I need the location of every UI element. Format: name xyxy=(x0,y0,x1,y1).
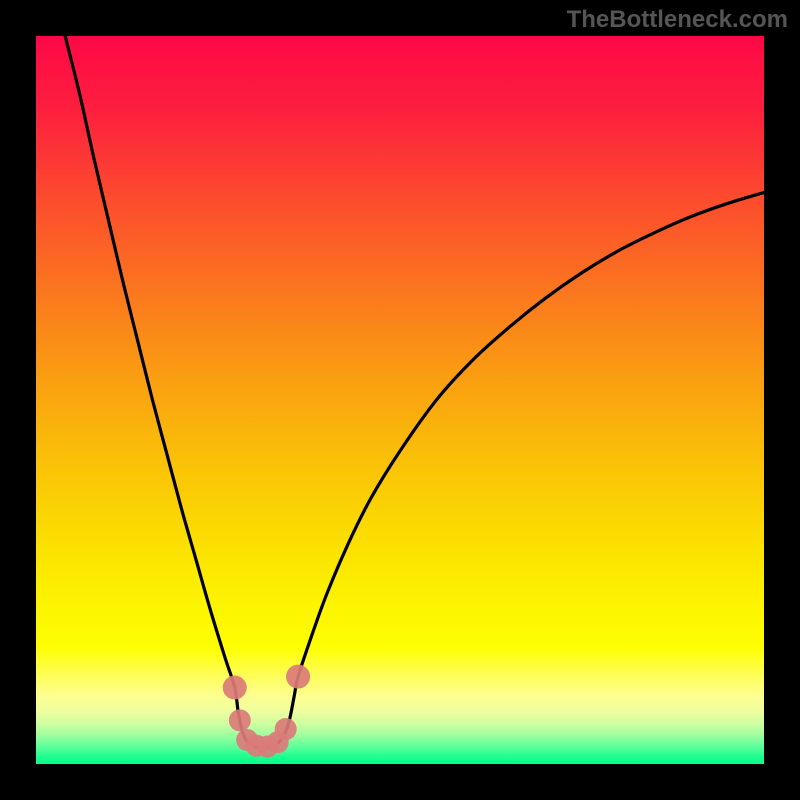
trough-marker xyxy=(275,718,297,740)
trough-marker xyxy=(223,676,247,700)
bottleneck-chart xyxy=(0,0,800,800)
trough-marker xyxy=(229,709,251,731)
watermark-text: TheBottleneck.com xyxy=(567,6,788,34)
trough-marker xyxy=(286,665,310,689)
plot-background xyxy=(36,36,764,764)
chart-container: { "canvas": { "width": 800, "height": 80… xyxy=(0,0,800,800)
